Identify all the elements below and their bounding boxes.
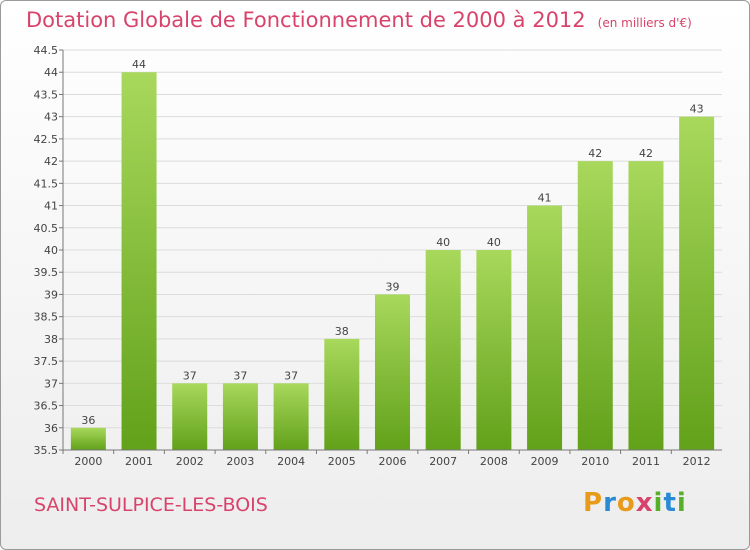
- x-tick-label: 2005: [328, 455, 356, 468]
- bar: [577, 161, 613, 450]
- x-tick-label: 2003: [226, 455, 254, 468]
- chart-title-text: Dotation Globale de Fonctionnement de 20…: [26, 8, 586, 32]
- y-tick-label: 40.5: [34, 222, 59, 235]
- bar: [121, 72, 157, 450]
- bar: [222, 383, 258, 450]
- bar-value-label: 40: [436, 236, 450, 249]
- proxiti-logo-letter: i: [653, 488, 664, 518]
- bar-value-label: 40: [487, 236, 501, 249]
- bar: [628, 161, 664, 450]
- y-tick-label: 43: [44, 111, 58, 124]
- y-tick-label: 42.5: [34, 133, 59, 146]
- x-tick-label: 2011: [632, 455, 660, 468]
- proxiti-logo-letter: o: [616, 488, 636, 518]
- y-tick-label: 36: [44, 422, 58, 435]
- x-tick-label: 2009: [531, 455, 559, 468]
- bar: [527, 205, 563, 450]
- commune-name: SAINT-SULPICE-LES-BOIS: [34, 494, 268, 516]
- chart-title: Dotation Globale de Fonctionnement de 20…: [26, 8, 692, 32]
- bar-value-label: 43: [690, 103, 704, 116]
- x-tick-label: 2000: [74, 455, 102, 468]
- y-tick-label: 37.5: [34, 355, 59, 368]
- x-tick-label: 2008: [480, 455, 508, 468]
- proxiti-logo-letter: P: [583, 488, 604, 518]
- x-tick-label: 2004: [277, 455, 305, 468]
- x-tick-label: 2012: [683, 455, 711, 468]
- bar: [273, 383, 309, 450]
- bar-value-label: 36: [81, 414, 95, 427]
- y-tick-label: 40: [44, 244, 58, 257]
- x-tick-label: 2006: [379, 455, 407, 468]
- y-tick-label: 36.5: [34, 400, 59, 413]
- y-tick-label: 43.5: [34, 88, 59, 101]
- bar: [425, 250, 461, 450]
- y-tick-label: 41: [44, 200, 58, 213]
- chart-unit: (en milliers d'€): [597, 16, 692, 30]
- y-tick-label: 44: [44, 66, 58, 79]
- y-tick-label: 39.5: [34, 266, 59, 279]
- y-tick-label: 38: [44, 333, 58, 346]
- bar-value-label: 42: [639, 147, 653, 160]
- bar-value-label: 39: [386, 280, 400, 293]
- x-tick-label: 2010: [581, 455, 609, 468]
- bar-value-label: 37: [183, 369, 197, 382]
- value-labels: 36 44 37 37 37 38 39 40 40 41 42 42 43: [81, 58, 703, 427]
- bar-value-label: 37: [284, 369, 298, 382]
- bar-value-label: 44: [132, 58, 146, 71]
- bar: [324, 338, 360, 450]
- x-tick-label: 2007: [429, 455, 457, 468]
- y-tick-label: 37: [44, 377, 58, 390]
- x-tick-label: 2001: [125, 455, 153, 468]
- proxiti-logo-letter: i: [676, 488, 687, 518]
- bar: [476, 250, 512, 450]
- proxiti-logo-letter: t: [663, 488, 677, 518]
- bar-value-label: 38: [335, 325, 349, 338]
- proxiti-logo[interactable]: Proxiti: [583, 488, 687, 518]
- y-tick-label: 38.5: [34, 311, 59, 324]
- y-tick-label: 41.5: [34, 177, 59, 190]
- y-tick-label: 42: [44, 155, 58, 168]
- bar-value-label: 41: [538, 192, 552, 205]
- bar: [70, 427, 106, 450]
- x-tick-label: 2002: [176, 455, 204, 468]
- y-axis-tick-labels: 35.5 36 36.5 37 37.5 38 38.5 39 39.5 40 40.5 41 41.5…: [34, 44, 59, 457]
- y-tick-label: 44.5: [34, 44, 59, 57]
- bar-value-label: 42: [588, 147, 602, 160]
- axes: [62, 50, 722, 451]
- bar: [172, 383, 208, 450]
- proxiti-logo-letter: r: [603, 488, 617, 518]
- bar-value-label: 37: [233, 369, 247, 382]
- bar: [375, 294, 410, 450]
- bar: [679, 116, 715, 451]
- y-tick-label: 39: [44, 288, 58, 301]
- x-axis-tick-labels: 2000 2001 2002 2003 2004 2005 2006 2007 2008 2009…: [74, 455, 710, 468]
- y-tick-label: 35.5: [34, 444, 59, 457]
- bars: [70, 72, 715, 451]
- proxiti-logo-letter: x: [635, 488, 654, 518]
